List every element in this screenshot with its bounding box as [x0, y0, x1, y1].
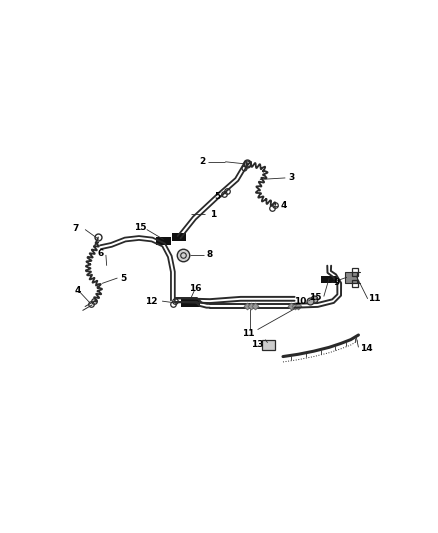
Bar: [181, 299, 200, 306]
Text: 2: 2: [200, 157, 206, 166]
Text: 13: 13: [251, 340, 264, 349]
Text: 5: 5: [214, 192, 221, 201]
Text: 4: 4: [74, 286, 81, 295]
Text: 1: 1: [210, 209, 216, 219]
Text: 8: 8: [207, 251, 213, 260]
Bar: [321, 276, 337, 284]
Text: 6: 6: [97, 249, 103, 258]
Text: 7: 7: [73, 224, 79, 233]
Text: 11: 11: [242, 329, 254, 338]
Text: 12: 12: [145, 297, 158, 305]
Text: 3: 3: [288, 173, 295, 182]
Text: 14: 14: [360, 344, 373, 353]
Text: 4: 4: [281, 201, 287, 210]
Bar: [345, 272, 357, 282]
Bar: [262, 340, 275, 350]
Bar: [352, 268, 358, 276]
Text: 15: 15: [309, 293, 321, 302]
Text: 11: 11: [368, 294, 381, 303]
Text: 10: 10: [294, 297, 306, 305]
Text: 16: 16: [189, 284, 201, 293]
Text: 15: 15: [134, 223, 147, 232]
Bar: [172, 233, 186, 241]
Bar: [352, 280, 358, 287]
Bar: [156, 237, 171, 245]
Text: 9: 9: [333, 278, 339, 287]
Text: 5: 5: [120, 273, 127, 282]
